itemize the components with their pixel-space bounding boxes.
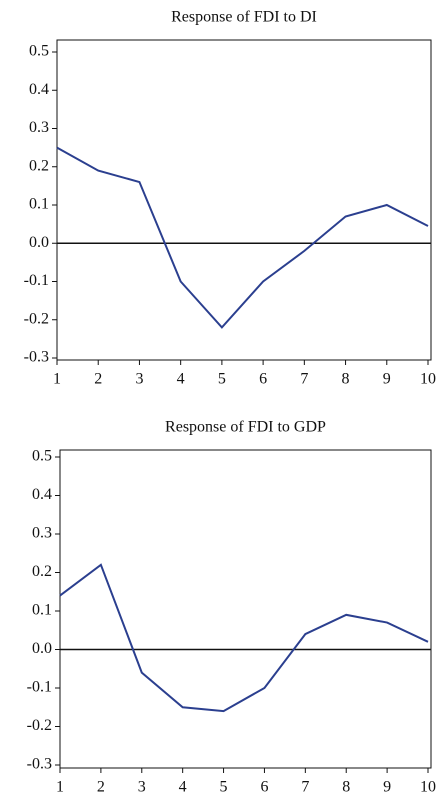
x-tick-label: 10 [420,371,436,388]
y-tick-label: 0.0 [32,640,52,657]
y-tick-label: 0.2 [32,563,52,580]
x-tick-label: 6 [259,371,267,388]
x-tick-label: 5 [220,779,228,796]
x-tick-label: 3 [138,779,146,796]
x-tick-label: 5 [218,371,226,388]
y-tick-label: 0.1 [32,602,52,619]
y-tick-label: 0.1 [29,196,49,213]
y-tick-label: -0.2 [24,310,49,327]
x-tick-label: 9 [383,779,391,796]
y-tick-label: 0.4 [32,486,52,503]
x-tick-label: 7 [301,779,309,796]
y-tick-label: 0.3 [32,525,52,542]
x-tick-label: 2 [94,371,102,388]
plot-frame [56,39,432,361]
x-tick-label: 9 [383,371,391,388]
y-tick-label: -0.2 [27,717,52,734]
x-tick-label: 4 [179,779,187,796]
plot-frame [59,449,432,769]
y-tick-label: 0.5 [29,43,49,60]
x-tick-label: 7 [300,371,308,388]
chart-title: Response of FDI to GDP [165,419,326,436]
line-series [56,146,429,329]
y-tick-label: 0.2 [29,157,49,174]
chart-title: Response of FDI to DI [171,9,317,26]
y-tick-label: -0.3 [24,349,49,366]
x-tick-label: 4 [177,371,185,388]
x-tick-label: 10 [420,779,436,796]
y-tick-label: 0.3 [29,119,49,136]
y-tick-label: 0.4 [29,81,49,98]
line-series [59,563,429,713]
x-tick-label: 6 [260,779,268,796]
y-tick-label: -0.1 [24,272,49,289]
x-tick-label: 3 [135,371,143,388]
y-tick-label: -0.3 [27,756,52,773]
x-tick-label: 8 [342,779,350,796]
y-tick-label: -0.1 [27,679,52,696]
x-tick-label: 1 [56,779,64,796]
x-tick-label: 2 [97,779,105,796]
x-tick-label: 1 [53,371,61,388]
y-tick-label: 0.5 [32,448,52,465]
x-tick-label: 8 [342,371,350,388]
y-tick-label: 0.0 [29,234,49,251]
